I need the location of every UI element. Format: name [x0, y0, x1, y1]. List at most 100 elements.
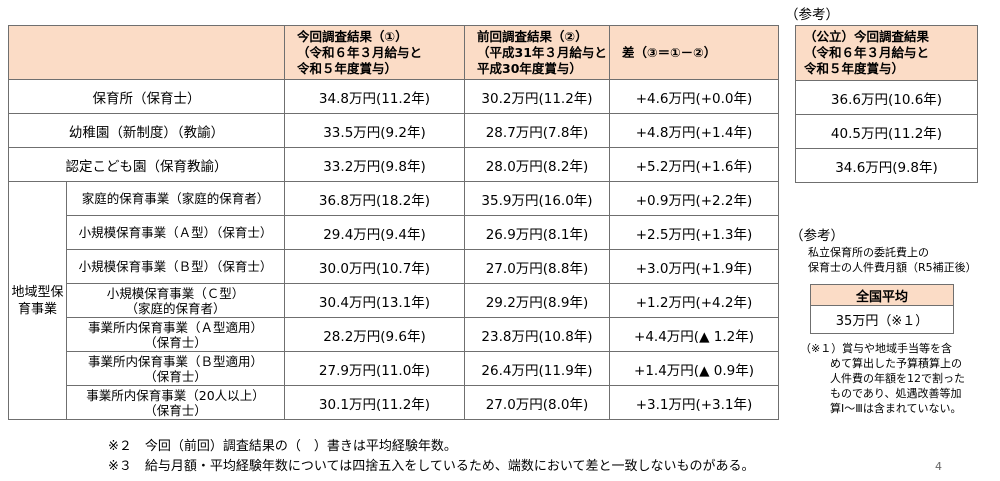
- diff-value: +4.4万円(▲ 1.2年): [609, 317, 779, 352]
- header-current-line-3: 令和５年度賞与）: [297, 60, 398, 76]
- footnote-line: 人件費の年額を12で割った: [830, 372, 965, 385]
- previous-value: 30.2万円(11.2年): [464, 79, 610, 114]
- header-current-line-1: 今回調査結果（①）: [297, 28, 408, 44]
- current-value: 27.9万円(11.0年): [284, 351, 465, 386]
- row-label: 幼稚園（新制度）（教諭）: [8, 113, 285, 148]
- header-row: 今回調査結果（①） （令和６年３月給与と 令和５年度賞与） 前回調査結果（②） …: [8, 25, 779, 80]
- previous-value: 27.0万円(8.8年): [464, 249, 610, 284]
- diff-value: +3.0万円(+1.9年): [609, 249, 779, 284]
- diff-value: +0.9万円(+2.2年): [609, 181, 779, 216]
- current-value: 33.2万円(9.8年): [284, 147, 465, 182]
- table-row: 保育所（保育士） 34.8万円(11.2年) 30.2万円(11.2年) +4.…: [8, 79, 779, 114]
- reference-label-top: （参考）: [785, 7, 839, 23]
- footnote-line: 算Ⅰ～Ⅲは含まれていない。: [830, 402, 962, 415]
- table-row: 36.6万円(10.6年): [795, 80, 978, 115]
- current-value: 30.1万円(11.2年): [284, 385, 465, 420]
- sub-row-label-line: （家庭的保育者）: [125, 300, 226, 316]
- footnote-line: ものであり、処遇改善等加: [830, 387, 962, 400]
- header-diff: 差（③＝①－②）: [609, 25, 779, 80]
- sub-row-label: 家庭的保育事業（家庭的保育者）: [66, 181, 285, 216]
- page-number: 4: [935, 460, 942, 473]
- sub-row-label: 事業所内保育事業（Ｂ型適用） （保育士）: [66, 351, 285, 386]
- header-previous-line-2: （平成31年３月給与と: [477, 44, 607, 60]
- sub-row-label-line: （保育士）: [144, 402, 207, 418]
- public-header-line-1: （公立）今回調査結果: [804, 29, 930, 44]
- previous-value: 27.0万円(8.0年): [464, 385, 610, 420]
- public-value: 40.5万円(11.2年): [795, 114, 978, 149]
- sub-row-label-line: 事業所内保育事業（Ｂ型適用）: [87, 353, 263, 369]
- header-previous-line-1: 前回調査結果（②）: [477, 28, 588, 44]
- row-label: 認定こども園（保育教諭）: [8, 147, 285, 182]
- table-row: 小規模保育事業（Ｂ型）（保育士） 30.0万円(10.7年) 27.0万円(8.…: [9, 249, 779, 284]
- previous-value: 28.0万円(8.2年): [464, 147, 610, 182]
- reference-description: 私立保育所の委託費上の 保育士の人件費月額（R5補正後）: [808, 245, 977, 275]
- header-current-line-2: （令和６年３月給与と: [297, 44, 423, 60]
- header-previous-line-3: 平成30年度賞与）: [477, 60, 582, 76]
- previous-value: 29.2万円(8.9年): [464, 283, 610, 318]
- reference-title: （参考）: [790, 228, 844, 244]
- group-label-line-1: 地域型保: [11, 284, 64, 300]
- table-row: 小規模保育事業（Ａ型）（保育士） 29.4万円(9.4年) 26.9万円(8.1…: [9, 215, 779, 250]
- public-results-table: （公立）今回調査結果 （令和６年３月給与と 令和５年度賞与） 36.6万円(10…: [795, 25, 978, 183]
- sub-row-label: 事業所内保育事業（Ａ型適用） （保育士）: [66, 317, 285, 352]
- diff-value: +1.2万円(+4.2年): [609, 283, 779, 318]
- footnote-line: めて算出した予算積算上の: [830, 357, 962, 370]
- previous-value: 28.7万円(7.8年): [464, 113, 610, 148]
- table-row: 事業所内保育事業（Ｂ型適用） （保育士） 27.9万円(11.0年) 26.4万…: [9, 351, 779, 386]
- national-average-value: 35万円（※１）: [810, 305, 954, 334]
- sub-row-label-line: （保育士）: [144, 368, 207, 384]
- current-value: 30.0万円(10.7年): [284, 249, 465, 284]
- previous-value: 35.9万円(16.0年): [464, 181, 610, 216]
- sub-row-label: 小規模保育事業（Ａ型）（保育士）: [66, 215, 285, 250]
- group-label-line-2: 育事業: [17, 301, 57, 317]
- table-row: 事業所内保育事業（Ａ型適用） （保育士） 28.2万円(9.6年) 23.8万円…: [9, 317, 779, 352]
- reference-description-line-2: 保育士の人件費月額（R5補正後）: [808, 261, 977, 274]
- sub-row-label-line: 事業所内保育事業（Ａ型適用）: [87, 319, 263, 335]
- public-header-line-3: 令和５年度賞与）: [804, 61, 905, 76]
- sub-row-label: 小規模保育事業（Ｃ型） （家庭的保育者）: [66, 283, 285, 318]
- diff-value: +1.4万円(▲ 0.9年): [609, 351, 779, 386]
- table-row: 事業所内保育事業（20人以上） （保育士） 30.1万円(11.2年) 27.0…: [9, 385, 779, 420]
- current-value: 34.8万円(11.2年): [284, 79, 465, 114]
- diff-value: +4.8万円(+1.4年): [609, 113, 779, 148]
- table-row: 幼稚園（新制度）（教諭） 33.5万円(9.2年) 28.7万円(7.8年) +…: [8, 113, 779, 148]
- row-label: 保育所（保育士）: [8, 79, 285, 114]
- diff-value: +5.2万円(+1.6年): [609, 147, 779, 182]
- previous-value: 26.4万円(11.9年): [464, 351, 610, 386]
- previous-value: 26.9万円(8.1年): [464, 215, 610, 250]
- diff-value: +3.1万円(+3.1年): [609, 385, 779, 420]
- public-value: 36.6万円(10.6年): [795, 80, 978, 115]
- public-header: （公立）今回調査結果 （令和６年３月給与と 令和５年度賞与）: [795, 25, 978, 81]
- footnote-mark: （※１）: [800, 342, 843, 355]
- footnote-text: 賞与や地域手当等を含 めて算出した予算積算上の 人件費の年額を12で割った もの…: [830, 341, 965, 416]
- diff-value: +4.6万円(+0.0年): [609, 79, 779, 114]
- sub-row-label: 事業所内保育事業（20人以上） （保育士）: [66, 385, 285, 420]
- sub-row-label-line: 小規模保育事業（Ｃ型）: [106, 285, 245, 301]
- public-value: 34.6万円(9.8年): [795, 148, 978, 183]
- header-current: 今回調査結果（①） （令和６年３月給与と 令和５年度賞与）: [284, 25, 465, 80]
- header-previous: 前回調査結果（②） （平成31年３月給与と 平成30年度賞与）: [464, 25, 610, 80]
- footnote-line: 賞与や地域手当等を含: [842, 342, 952, 355]
- national-average-header: 全国平均: [810, 284, 954, 306]
- sub-row-label-line: 家庭的保育事業（家庭的保育者）: [81, 191, 270, 206]
- current-value: 33.5万円(9.2年): [284, 113, 465, 148]
- reference-description-line-1: 私立保育所の委託費上の: [808, 246, 929, 259]
- diff-value: +2.5万円(+1.3年): [609, 215, 779, 250]
- sub-row-label-line: 事業所内保育事業（20人以上）: [86, 387, 265, 403]
- national-average-table: 全国平均 35万円（※１）: [810, 284, 954, 334]
- sub-row-label-line: （保育士）: [144, 334, 207, 350]
- table-row: 小規模保育事業（Ｃ型） （家庭的保育者） 30.4万円(13.1年) 29.2万…: [9, 283, 779, 318]
- current-value: 30.4万円(13.1年): [284, 283, 465, 318]
- sub-row-label-line: 小規模保育事業（Ａ型）（保育士）: [78, 225, 273, 240]
- current-value: 36.8万円(18.2年): [284, 181, 465, 216]
- note-3: ※３ 給与月額・平均経験年数については四捨五入をしているため、端数において差と一…: [108, 459, 755, 474]
- table-row: 認定こども園（保育教諭） 33.2万円(9.8年) 28.0万円(8.2年) +…: [8, 147, 779, 182]
- salary-comparison-table: 今回調査結果（①） （令和６年３月給与と 令和５年度賞与） 前回調査結果（②） …: [8, 25, 779, 420]
- current-value: 29.4万円(9.4年): [284, 215, 465, 250]
- sub-row-label: 小規模保育事業（Ｂ型）（保育士）: [66, 249, 285, 284]
- table-row: 34.6万円(9.8年): [795, 148, 978, 183]
- table-row: 地域型保 育事業 家庭的保育事業（家庭的保育者） 36.8万円(18.2年) 3…: [8, 181, 779, 420]
- group-label-local: 地域型保 育事業: [8, 181, 67, 420]
- public-header-row: （公立）今回調査結果 （令和６年３月給与と 令和５年度賞与）: [795, 25, 978, 81]
- public-header-line-2: （令和６年３月給与と: [804, 45, 930, 60]
